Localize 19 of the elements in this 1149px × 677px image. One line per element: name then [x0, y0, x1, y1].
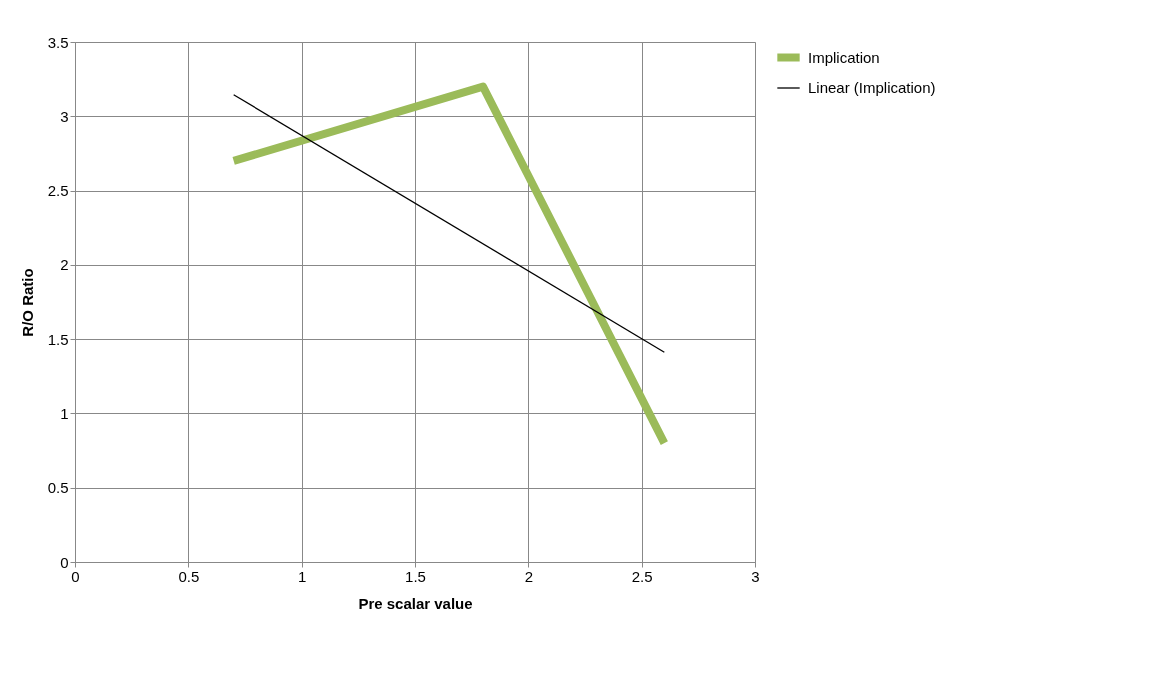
- x-tick-label: 0: [71, 567, 80, 585]
- x-axis-title: Pre scalar value: [358, 594, 473, 612]
- y-tick-label: 3: [60, 107, 69, 125]
- y-tick-label: 1.5: [47, 330, 69, 348]
- x-tick-label: 1: [297, 567, 307, 585]
- y-tick-label: 0.5: [47, 479, 69, 497]
- y-tick-label: 2: [60, 256, 69, 274]
- y-tick-label: 0: [60, 553, 69, 571]
- x-tick-label: 2: [524, 567, 534, 585]
- x-tick-label: 3: [751, 567, 760, 585]
- legend-label: Linear (Implication): [808, 79, 936, 96]
- x-tick-label: 0.5: [178, 567, 200, 585]
- y-tick-label: 2.5: [47, 182, 69, 200]
- legend-label: Implication: [808, 48, 880, 66]
- y-axis-title: R/O Ratio: [18, 268, 36, 337]
- x-tick-label: 2.5: [631, 567, 653, 585]
- y-tick-label: 3.5: [47, 33, 69, 51]
- x-tick-label: 1.5: [405, 567, 426, 585]
- y-tick-label: 1: [60, 404, 69, 422]
